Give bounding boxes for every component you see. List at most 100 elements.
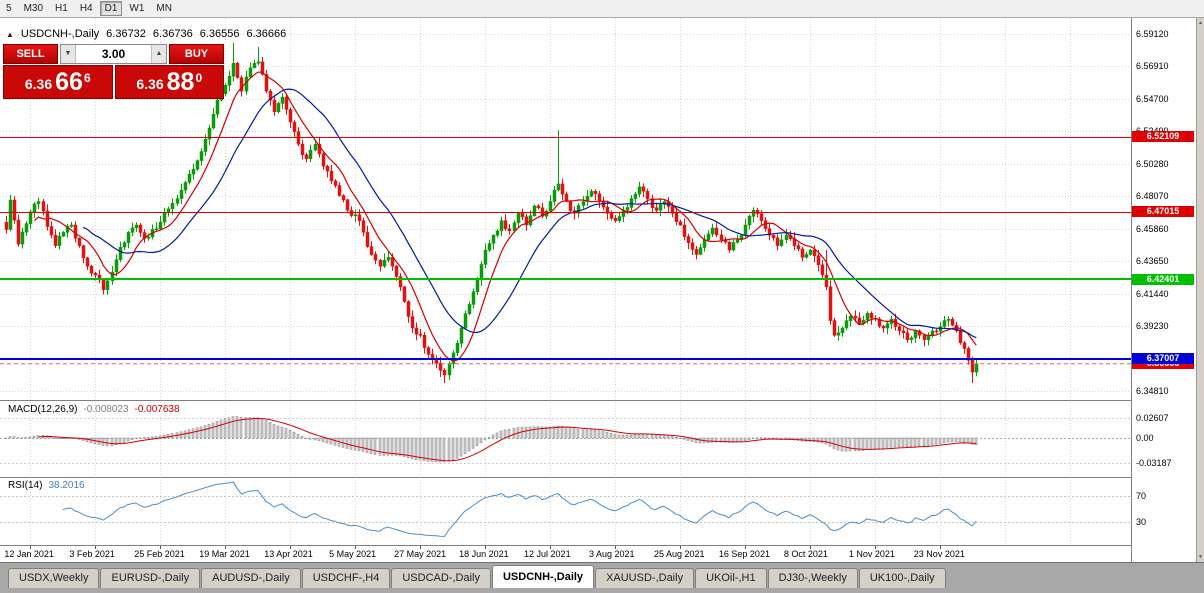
- symbol-period-label: USDCNH-,Daily: [20, 28, 100, 40]
- macd-tick-label: -0.03187: [1136, 457, 1172, 468]
- date-tick-label: 13 Apr 2021: [264, 549, 313, 559]
- date-tick-label: 12 Jul 2021: [524, 549, 571, 559]
- volume-decrease-button[interactable]: ▼: [61, 45, 76, 63]
- date-tick-label: 19 Mar 2021: [199, 549, 250, 559]
- tab-audusd-daily[interactable]: AUDUSD-,Daily: [201, 568, 301, 588]
- sell-price-pips: 66: [55, 68, 83, 96]
- rsi-title: RSI(14): [8, 480, 43, 491]
- rsi-level-label: 30: [1136, 517, 1147, 527]
- hline-price-label: 6.52109: [1132, 131, 1194, 143]
- timeframe-button-MN[interactable]: MN: [156, 3, 172, 14]
- price-tick-label: 6.56910: [1136, 61, 1169, 72]
- tab-dj30-weekly[interactable]: DJ30-,Weekly: [767, 568, 858, 588]
- timeframe-button-W1[interactable]: W1: [129, 3, 145, 14]
- grid: [0, 18, 1131, 549]
- rsi-value: 38.2016: [48, 480, 85, 491]
- buy-price-display[interactable]: 6.36 88 0: [114, 65, 224, 99]
- buy-price-pips: 88: [166, 68, 195, 96]
- price-chart[interactable]: [0, 18, 1131, 562]
- macd-main-value: -0.008023: [83, 404, 129, 415]
- macd-title: MACD(12,26,9): [8, 404, 78, 415]
- date-tick-label: 12 Jan 2021: [4, 549, 54, 559]
- volume-increase-button[interactable]: ▲: [151, 45, 166, 63]
- hline-price-label: 6.47015: [1132, 206, 1194, 218]
- volume-stepper: ▼ 3.00 ▲: [60, 44, 167, 64]
- macd-indicator-label: MACD(12,26,9) -0.008023 -0.007638: [8, 404, 180, 415]
- price-tick-label: 6.45860: [1136, 223, 1169, 234]
- timeframe-button-5[interactable]: 5: [6, 3, 12, 14]
- sell-price-display[interactable]: 6.36 66 6: [3, 65, 113, 99]
- macd-tick-label: 0.02607: [1136, 412, 1169, 423]
- rsi-panel-separator: [0, 477, 1196, 478]
- price-tick-label: 6.54700: [1136, 93, 1169, 104]
- buy-button[interactable]: BUY: [169, 44, 224, 64]
- price-tick-label: 6.34810: [1136, 386, 1169, 397]
- volume-value[interactable]: 3.00: [101, 47, 126, 61]
- scroll-up-icon[interactable]: ▲: [1198, 20, 1203, 26]
- chart-area[interactable]: 6.59120 6.56910 6.54700 6.52490 6.50280 6.480…: [0, 18, 1196, 562]
- date-tick-label: 5 May 2021: [329, 549, 377, 559]
- macd-panel-separator: [0, 400, 1196, 401]
- tab-usdx-weekly[interactable]: USDX,Weekly: [8, 568, 100, 588]
- rsi-line: [62, 481, 977, 537]
- tab-xauusd-daily[interactable]: XAUUSD-,Daily: [595, 568, 695, 588]
- one-click-toggle-icon[interactable]: ▲: [6, 29, 14, 39]
- ma-slow-line: [82, 88, 977, 339]
- timeframe-button-H1[interactable]: H1: [55, 3, 68, 14]
- date-tick-label: 3 Aug 2021: [589, 549, 635, 559]
- date-tick-label: 18 Jun 2021: [459, 549, 509, 559]
- buy-price-fractional-pip: 0: [195, 71, 203, 85]
- price-tick-label: 6.52490: [1136, 126, 1169, 136]
- date-tick-label: 16 Sep 2021: [718, 549, 770, 559]
- price-tick-label: 6.48070: [1136, 191, 1169, 202]
- ma-fast-line: [34, 71, 977, 362]
- price-tick-label: 6.43650: [1136, 256, 1169, 267]
- sell-price-big: 6.36: [24, 76, 53, 92]
- horizontal-lines: [0, 137, 1131, 365]
- hline-price-label: 6.42401: [1132, 273, 1194, 285]
- timeframe-button-M30[interactable]: M30: [23, 3, 44, 14]
- chart-tabs-bar: USDX,Weekly EURUSD-,Daily AUDUSD-,Daily USD…: [0, 562, 1204, 593]
- timeframe-toolbar: 5 M30 H1 H4 D1 W1 MN: [0, 0, 1204, 18]
- scroll-down-icon[interactable]: ▼: [1198, 554, 1203, 560]
- rsi-level-label: 70: [1136, 491, 1147, 501]
- date-tick-label: 25 Feb 2021: [134, 549, 185, 559]
- tab-ukoil-h1[interactable]: UKOil-,H1: [695, 568, 767, 588]
- hline-price-label: 6.37007: [1132, 353, 1194, 365]
- date-axis-separator: [0, 545, 1196, 546]
- price-axis: 6.59120 6.56910 6.54700 6.52490 6.50280 6.480…: [1132, 18, 1196, 562]
- tab-usdcad-daily[interactable]: USDCAD-,Daily: [391, 568, 491, 588]
- tab-usdchf-h4[interactable]: USDCHF-,H4: [301, 568, 391, 588]
- date-tick-label: 8 Oct 2021: [783, 549, 828, 559]
- tab-usdcnh-daily[interactable]: USDCNH-,Daily: [491, 565, 595, 588]
- vertical-scrollbar[interactable]: ▲ ▼: [1196, 18, 1204, 562]
- tab-eurusd-daily[interactable]: EURUSD-,Daily: [100, 568, 201, 588]
- price-tick-label: 6.39230: [1136, 321, 1169, 332]
- buy-price-big: 6.36: [136, 76, 164, 92]
- date-tick-label: 25 Aug 2021: [653, 549, 705, 559]
- date-axis: 12 Jan 2021 3 Feb 2021 25 Feb 2021 19 Mar 2…: [0, 549, 1131, 562]
- date-tick-label: 27 May 2021: [394, 549, 447, 559]
- close-value: 6.36666: [246, 28, 287, 40]
- high-value: 6.36736: [152, 28, 193, 40]
- price-tick-label: 6.59120: [1136, 28, 1169, 39]
- price-tick-label: 6.41440: [1136, 288, 1169, 299]
- one-click-trading-panel: SELL ▼ 3.00 ▲ BUY 6.36 66 6 6.36 88 0: [3, 44, 224, 99]
- macd-tick-label: 0.00: [1136, 433, 1154, 443]
- sell-price-fractional-pip: 6: [83, 71, 91, 85]
- macd-signal-line: [38, 417, 977, 462]
- timeframe-button-D1[interactable]: D1: [99, 1, 123, 16]
- open-value: 6.36732: [106, 28, 146, 40]
- date-tick-label: 1 Nov 2021: [848, 549, 895, 559]
- ohlc-header: ▲ USDCNH-,Daily 6.36732 6.36736 6.36556 …: [6, 28, 286, 40]
- timeframe-button-H4[interactable]: H4: [79, 3, 93, 14]
- rsi-indicator-label: RSI(14) 38.2016: [8, 480, 85, 491]
- price-axis-separator: [1131, 18, 1132, 562]
- tab-uk100-daily[interactable]: UK100-,Daily: [858, 568, 946, 588]
- sell-button[interactable]: SELL: [3, 44, 58, 64]
- price-tick-label: 6.50280: [1136, 158, 1169, 169]
- low-value: 6.36556: [199, 28, 240, 40]
- macd-signal-value: -0.007638: [134, 404, 180, 415]
- date-tick-label: 23 Nov 2021: [913, 549, 965, 559]
